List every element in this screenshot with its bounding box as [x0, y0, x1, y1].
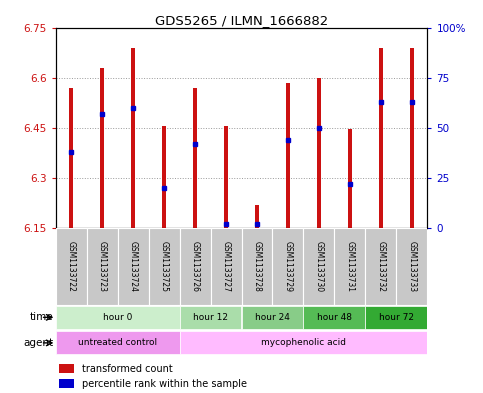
Text: GSM1133731: GSM1133731	[345, 241, 355, 292]
Bar	[224, 126, 228, 228]
Text: GSM1133726: GSM1133726	[190, 241, 199, 292]
Text: hour 24: hour 24	[255, 313, 290, 322]
Bar	[59, 364, 74, 373]
Bar	[397, 228, 427, 305]
Text: GSM1133733: GSM1133733	[408, 241, 416, 292]
Text: agent: agent	[23, 338, 53, 348]
Text: GSM1133727: GSM1133727	[222, 241, 230, 292]
Text: GSM1133725: GSM1133725	[159, 241, 169, 292]
Text: time: time	[29, 312, 53, 322]
Bar	[162, 126, 166, 228]
Bar	[117, 228, 149, 305]
Text: hour 12: hour 12	[193, 313, 228, 322]
Bar	[379, 48, 383, 228]
Bar	[366, 306, 427, 329]
Text: mycophenolic acid: mycophenolic acid	[261, 338, 346, 347]
Bar	[180, 306, 242, 329]
Text: GSM1133724: GSM1133724	[128, 241, 138, 292]
Bar	[286, 83, 290, 228]
Text: percentile rank within the sample: percentile rank within the sample	[82, 379, 247, 389]
Text: GSM1133730: GSM1133730	[314, 241, 324, 292]
Text: hour 0: hour 0	[103, 313, 132, 322]
Bar	[317, 78, 321, 228]
Bar	[348, 129, 352, 228]
Bar	[149, 228, 180, 305]
Text: untreated control: untreated control	[78, 338, 157, 347]
Bar	[86, 228, 117, 305]
Bar	[272, 228, 303, 305]
Bar	[303, 306, 366, 329]
Text: hour 48: hour 48	[317, 313, 352, 322]
Bar	[100, 68, 104, 228]
Bar	[303, 228, 334, 305]
Bar	[59, 379, 74, 387]
Bar	[255, 205, 259, 228]
Text: GSM1133729: GSM1133729	[284, 241, 293, 292]
Bar	[180, 228, 211, 305]
Text: transformed count: transformed count	[82, 364, 172, 374]
Bar	[56, 228, 86, 305]
Text: GSM1133723: GSM1133723	[98, 241, 107, 292]
Bar	[131, 48, 135, 228]
Text: GDS5265 / ILMN_1666882: GDS5265 / ILMN_1666882	[155, 14, 328, 27]
Bar	[180, 331, 427, 354]
Bar	[334, 228, 366, 305]
Text: hour 72: hour 72	[379, 313, 414, 322]
Bar	[410, 48, 414, 228]
Bar	[56, 331, 180, 354]
Bar	[242, 228, 272, 305]
Bar	[56, 306, 180, 329]
Bar	[193, 88, 197, 228]
Text: GSM1133732: GSM1133732	[376, 241, 385, 292]
Bar	[211, 228, 242, 305]
Text: GSM1133722: GSM1133722	[67, 241, 75, 292]
Bar	[366, 228, 397, 305]
Text: GSM1133728: GSM1133728	[253, 241, 261, 292]
Bar	[69, 88, 73, 228]
Bar	[242, 306, 303, 329]
